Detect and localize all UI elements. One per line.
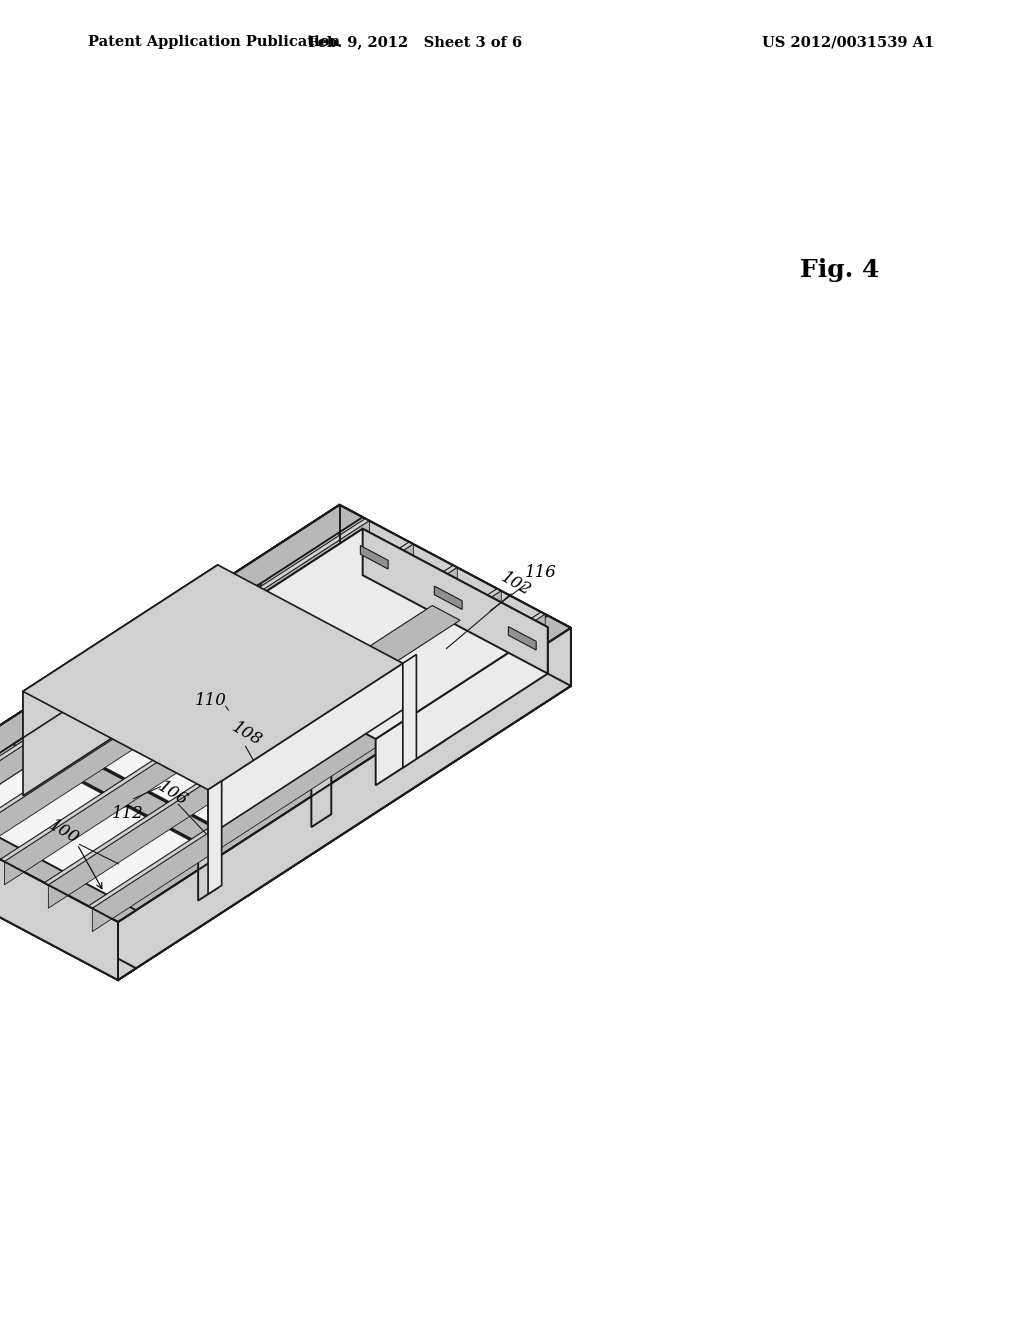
Polygon shape [208, 664, 402, 836]
Polygon shape [509, 627, 537, 649]
Polygon shape [0, 504, 362, 812]
Text: Fig. 4: Fig. 4 [801, 257, 880, 282]
Polygon shape [23, 565, 402, 789]
Polygon shape [240, 585, 444, 696]
Polygon shape [44, 589, 502, 884]
Polygon shape [190, 529, 548, 739]
Polygon shape [279, 606, 460, 721]
Polygon shape [0, 799, 118, 979]
Polygon shape [11, 730, 219, 843]
Polygon shape [0, 504, 340, 857]
Polygon shape [402, 655, 417, 768]
Polygon shape [95, 615, 571, 921]
Text: 100: 100 [46, 817, 82, 847]
Polygon shape [0, 504, 571, 921]
Polygon shape [125, 657, 333, 770]
Polygon shape [0, 544, 414, 862]
Text: 102: 102 [499, 569, 535, 599]
Polygon shape [0, 504, 340, 857]
Text: Patent Application Publication: Patent Application Publication [88, 36, 340, 49]
Polygon shape [190, 529, 362, 686]
Polygon shape [48, 591, 502, 908]
Text: 116: 116 [524, 564, 556, 581]
Polygon shape [13, 731, 218, 842]
Polygon shape [0, 521, 370, 838]
Text: 108: 108 [229, 718, 265, 750]
Polygon shape [239, 583, 445, 697]
Polygon shape [118, 628, 571, 979]
Text: 110: 110 [195, 693, 226, 709]
Polygon shape [4, 568, 458, 884]
Polygon shape [340, 504, 571, 686]
Polygon shape [0, 543, 414, 838]
Text: Feb. 9, 2012   Sheet 3 of 6: Feb. 9, 2012 Sheet 3 of 6 [308, 36, 522, 49]
Polygon shape [23, 565, 218, 738]
Text: 106: 106 [155, 779, 190, 809]
Polygon shape [0, 519, 370, 814]
Polygon shape [95, 615, 571, 921]
Polygon shape [118, 628, 571, 979]
Polygon shape [126, 657, 332, 770]
Polygon shape [376, 627, 548, 785]
Polygon shape [360, 545, 388, 569]
Polygon shape [0, 562, 571, 979]
Polygon shape [198, 830, 218, 900]
Polygon shape [88, 612, 545, 908]
Polygon shape [0, 845, 136, 979]
Polygon shape [0, 565, 458, 862]
Text: US 2012/0031539 A1: US 2012/0031539 A1 [762, 36, 934, 49]
Polygon shape [434, 586, 462, 610]
Polygon shape [425, 682, 444, 754]
Text: 112: 112 [113, 805, 144, 822]
Polygon shape [0, 504, 362, 812]
Polygon shape [0, 787, 136, 921]
Polygon shape [23, 565, 218, 796]
Polygon shape [92, 614, 545, 932]
Polygon shape [311, 756, 332, 828]
Polygon shape [0, 799, 118, 979]
Polygon shape [208, 781, 221, 894]
Polygon shape [362, 529, 548, 673]
